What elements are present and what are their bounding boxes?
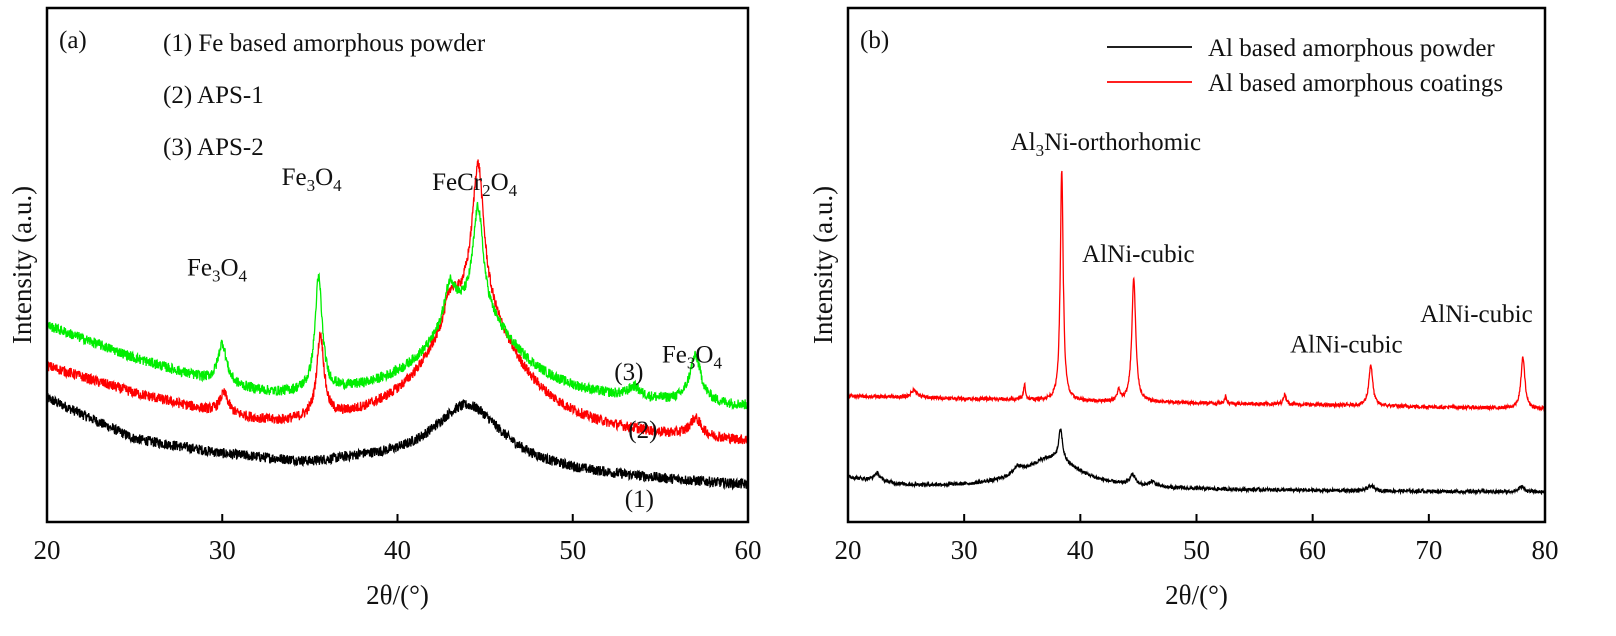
x-tick-label: 30 <box>951 535 978 565</box>
legend-entry: Al based amorphous powder <box>1208 35 1495 62</box>
panel-label: (a) <box>59 27 87 54</box>
annotation-text: O <box>491 169 509 196</box>
peak-annotation: (3) <box>614 359 643 386</box>
series-line-2 <box>46 159 749 445</box>
x-tick-label: 40 <box>384 535 411 565</box>
peak-annotation: Fe3O4 <box>187 254 248 285</box>
annotation-text: FeCr <box>432 169 483 196</box>
y-axis-label: Intensity (a.u.) <box>808 186 838 344</box>
peak-annotation: (1) <box>625 486 654 513</box>
annotation-text: O <box>315 164 333 191</box>
annotation-text: O <box>220 254 238 281</box>
annotation-text: Fe <box>282 164 307 191</box>
legend-entry: (3) APS-2 <box>163 134 264 161</box>
peak-annotation: AlNi-cubic <box>1082 241 1194 268</box>
x-tick-label: 80 <box>1532 535 1559 565</box>
annotation-text: (3) <box>614 359 643 386</box>
annotation-text: Fe <box>662 342 687 369</box>
panel-b-al-xrd: 20 30 40 50 60 70 80 2θ/(°) Intensity (a.u.) (b) A… <box>808 6 1559 610</box>
peak-annotation: (2) <box>628 417 657 444</box>
annotation-text: (2) <box>628 417 657 444</box>
peak-annotation: AlNi-cubic <box>1420 301 1532 328</box>
x-tick-label: 50 <box>1183 535 1210 565</box>
annotation-text: AlNi-cubic <box>1420 301 1532 328</box>
peak-annotation: FeCr2O4 <box>432 169 518 200</box>
series-line-2 <box>847 170 1546 412</box>
annotation-text: AlNi-cubic <box>1290 331 1402 358</box>
panel-a-fe-xrd: 20 30 40 50 60 2θ/(°) Intensity (a.u.) (a) (1) F… <box>7 6 762 610</box>
peak-annotation: AlNi-cubic <box>1290 331 1402 358</box>
annotation-text: AlNi-cubic <box>1082 241 1194 268</box>
annotation-subscript: 4 <box>239 266 248 285</box>
peak-annotation: Fe3O4 <box>662 342 723 373</box>
annotation-subscript: 4 <box>713 354 722 373</box>
x-tick-label: 60 <box>1299 535 1326 565</box>
series-line-1 <box>847 428 1546 496</box>
annotation-text: Fe <box>187 254 212 281</box>
x-tick-label: 70 <box>1415 535 1442 565</box>
legend-entry: (1) Fe based amorphous powder <box>163 30 486 57</box>
x-tick-label: 30 <box>209 535 236 565</box>
peak-annotation: Fe3O4 <box>282 164 343 195</box>
x-tick-label: 50 <box>559 535 586 565</box>
x-tick-label: 40 <box>1067 535 1094 565</box>
x-tick-label: 20 <box>835 535 862 565</box>
y-axis-label: Intensity (a.u.) <box>7 186 37 344</box>
x-axis-label: 2θ/(°) <box>1165 580 1228 610</box>
annotation-subscript: 3 <box>307 176 316 195</box>
annotation-subscript: 4 <box>333 176 342 195</box>
x-tick-label: 60 <box>735 535 762 565</box>
x-axis-label: 2θ/(°) <box>366 580 429 610</box>
series-line-3 <box>46 201 749 411</box>
annotation-subscript: 2 <box>482 181 491 200</box>
annotation-text: O <box>695 342 713 369</box>
annotation-subscript: 3 <box>687 354 696 373</box>
annotation-subscript: 3 <box>1036 141 1045 160</box>
legend-entry: Al based amorphous coatings <box>1208 70 1503 97</box>
annotation-subscript: 4 <box>509 181 518 200</box>
annotation-text: Al <box>1011 129 1036 156</box>
x-tick-label: 20 <box>34 535 61 565</box>
peak-annotation: Al3Ni-orthorhomic <box>1011 129 1201 160</box>
series-line-1 <box>46 393 749 491</box>
annotation-text: (1) <box>625 486 654 513</box>
annotation-subscript: 3 <box>212 266 221 285</box>
annotation-text: Ni-orthorhomic <box>1044 129 1201 156</box>
legend-entry: (2) APS-1 <box>163 82 264 109</box>
panel-label: (b) <box>860 27 889 54</box>
